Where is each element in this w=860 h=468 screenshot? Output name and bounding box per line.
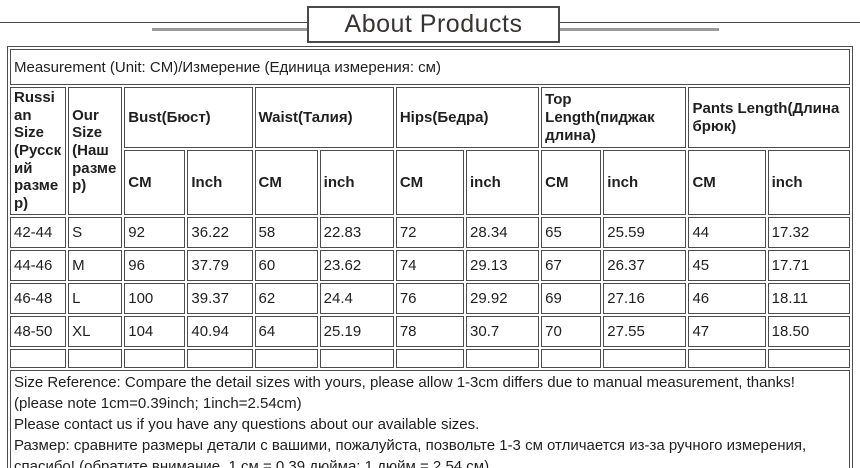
size-cell: 70	[541, 315, 602, 347]
group-header-row: Russian Size (Русский размер) Our Size (…	[10, 87, 850, 215]
size-cell: 27.55	[603, 315, 687, 347]
russian-size-cell: 42-44	[10, 216, 67, 248]
size-cell: 17.71	[767, 249, 850, 281]
unit-header-pants-inch: inch	[767, 150, 850, 215]
unit-header-hips-inch: inch	[466, 150, 540, 215]
empty-cell	[395, 348, 464, 368]
size-cell: 44	[688, 216, 766, 248]
size-cell: 72	[395, 216, 464, 248]
size-cell: 76	[395, 282, 464, 314]
size-cell: 92	[124, 216, 186, 248]
measurement-header-row: Measurement (Unit: CM)/Измерение (Единиц…	[10, 49, 850, 85]
empty-table-row	[10, 348, 850, 368]
col-header-hips: Hips(Бедра)	[395, 87, 540, 149]
size-reference-note-en: Size Reference: Compare the detail sizes…	[14, 373, 795, 412]
size-cell: 27.16	[603, 282, 687, 314]
size-cell: 29.92	[466, 282, 540, 314]
size-cell: 60	[254, 249, 318, 281]
russian-size-cell: 48-50	[10, 315, 67, 347]
empty-cell	[541, 348, 602, 368]
empty-cell	[688, 348, 766, 368]
size-cell: 47	[688, 315, 766, 347]
our-size-cell: S	[68, 216, 123, 248]
size-cell: 17.32	[767, 216, 850, 248]
our-size-cell: XL	[68, 315, 123, 347]
size-cell: 100	[124, 282, 186, 314]
title-rule-right-thin	[555, 22, 860, 23]
title-rule-right-thick	[555, 28, 719, 31]
unit-header-waist-cm: CM	[254, 150, 318, 215]
col-header-bust: Bust(Бюст)	[124, 87, 253, 149]
size-cell: 18.50	[767, 315, 850, 347]
size-cell: 22.83	[319, 216, 394, 248]
size-cell: 96	[124, 249, 186, 281]
size-cell: 18.11	[767, 282, 850, 314]
empty-cell	[466, 348, 540, 368]
title-band: About Products	[0, 0, 860, 46]
russian-size-cell: 46-48	[10, 282, 67, 314]
size-cell: 62	[254, 282, 318, 314]
size-chart-table: Measurement (Unit: CM)/Измерение (Единиц…	[7, 46, 853, 468]
size-cell: 26.37	[603, 249, 687, 281]
table-row: 48-50 XL 104 40.94 64 25.19 78 30.7 70 2…	[10, 315, 850, 347]
size-cell: 24.4	[319, 282, 394, 314]
title-rule-left-thin	[0, 22, 309, 23]
page-title: About Products	[307, 6, 560, 43]
our-size-cell: M	[68, 249, 123, 281]
size-cell: 46	[688, 282, 766, 314]
empty-cell	[767, 348, 850, 368]
contact-note-en: Please contact us if you have any questi…	[14, 415, 480, 433]
size-cell: 69	[541, 282, 602, 314]
size-cell: 74	[395, 249, 464, 281]
size-cell: 28.34	[466, 216, 540, 248]
size-reference-note-ru: Размер: сравните размеры детали с вашими…	[14, 436, 807, 468]
empty-cell	[68, 348, 123, 368]
col-header-waist: Waist(Талия)	[254, 87, 394, 149]
table-row: 42-44 S 92 36.22 58 22.83 72 28.34 65 25…	[10, 216, 850, 248]
unit-header-waist-inch: inch	[319, 150, 394, 215]
size-cell: 23.62	[319, 249, 394, 281]
table-row: 46-48 L 100 39.37 62 24.4 76 29.92 69 27…	[10, 282, 850, 314]
measurement-unit-header: Measurement (Unit: CM)/Измерение (Единиц…	[10, 49, 850, 85]
size-cell: 67	[541, 249, 602, 281]
size-notes: Size Reference: Compare the detail sizes…	[10, 369, 850, 468]
col-header-russian-size: Russian Size (Русский размер)	[10, 87, 67, 215]
unit-header-top-cm: CM	[541, 150, 602, 215]
our-size-cell: L	[68, 282, 123, 314]
empty-cell	[319, 348, 394, 368]
empty-cell	[187, 348, 253, 368]
empty-cell	[254, 348, 318, 368]
size-cell: 65	[541, 216, 602, 248]
empty-cell	[124, 348, 186, 368]
size-cell: 58	[254, 216, 318, 248]
col-header-pants-length: Pants Length(Длина брюк)	[688, 87, 850, 149]
unit-header-bust-cm: CM	[124, 150, 186, 215]
unit-header-row: CM Inch CM inch CM inch CM inch CM inch	[10, 150, 850, 215]
russian-size-cell: 44-46	[10, 249, 67, 281]
size-cell: 45	[688, 249, 766, 281]
notes-row: Size Reference: Compare the detail sizes…	[10, 369, 850, 468]
unit-header-pants-cm: CM	[688, 150, 766, 215]
unit-header-bust-inch: Inch	[187, 150, 253, 215]
size-cell: 39.37	[187, 282, 253, 314]
table-row: 44-46 M 96 37.79 60 23.62 74 29.13 67 26…	[10, 249, 850, 281]
size-cell: 25.59	[603, 216, 687, 248]
size-cell: 25.19	[319, 315, 394, 347]
col-header-top-length: Top Length(пиджак длина)	[541, 87, 687, 149]
size-cell: 78	[395, 315, 464, 347]
size-cell: 29.13	[466, 249, 540, 281]
size-cell: 30.7	[466, 315, 540, 347]
size-cell: 40.94	[187, 315, 253, 347]
size-cell: 104	[124, 315, 186, 347]
col-header-our-size: Our Size (Наш размер)	[68, 87, 123, 215]
empty-cell	[603, 348, 687, 368]
unit-header-top-inch: inch	[603, 150, 687, 215]
size-cell: 64	[254, 315, 318, 347]
title-rule-left-thick	[152, 28, 309, 31]
empty-cell	[10, 348, 67, 368]
size-cell: 36.22	[187, 216, 253, 248]
size-cell: 37.79	[187, 249, 253, 281]
unit-header-hips-cm: CM	[395, 150, 464, 215]
